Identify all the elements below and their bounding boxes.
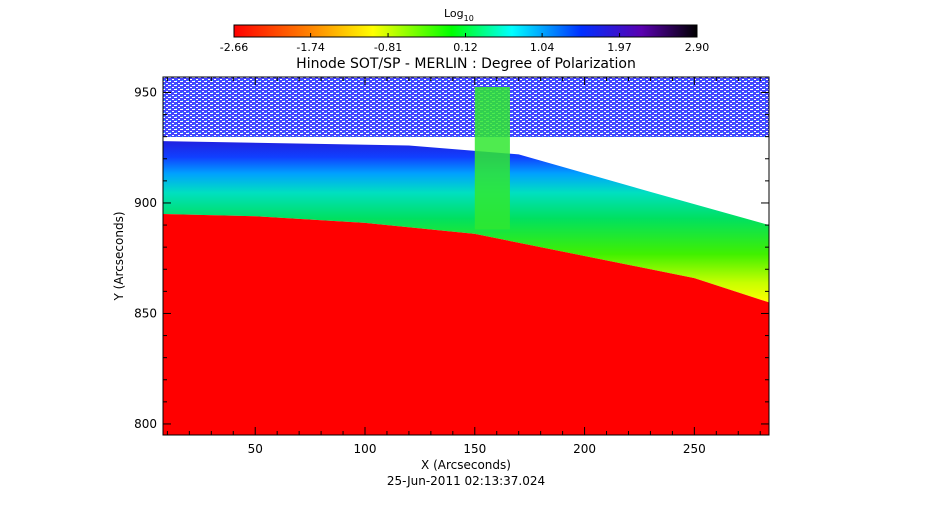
plot-frame [162, 76, 770, 436]
colorbar-tick-label: 2.90 [685, 41, 710, 54]
colorbar-tick-label: -0.81 [374, 41, 402, 54]
colorbar-ticks: -2.66 -1.74 -0.81 0.12 1.04 1.97 2.90 [220, 33, 709, 54]
x-tick-label: 250 [683, 442, 706, 456]
x-tick-label: 200 [573, 442, 596, 456]
y-tick-label: 900 [134, 196, 157, 210]
colorbar-tick-label: 1.04 [530, 41, 555, 54]
x-axis-ticks: 50 100 150 200 250 [166, 77, 761, 456]
heatmap-image [163, 77, 769, 435]
x-tick-label: 150 [463, 442, 486, 456]
solar-disk-region [163, 214, 769, 435]
colorbar-tick-label: 0.12 [453, 41, 478, 54]
x-tick-label: 100 [354, 442, 377, 456]
colorbar-tick-label: -1.74 [296, 41, 324, 54]
y-axis-ticks: 800 850 900 950 [134, 85, 769, 431]
colorbar-tick-label: -2.66 [220, 41, 248, 54]
timestamp: 25-Jun-2011 02:13:37.024 [387, 474, 545, 488]
x-tick-label: 50 [248, 442, 263, 456]
colorbar-label: Log10 [444, 7, 474, 23]
y-tick-label: 950 [134, 85, 157, 99]
y-axis-label: Y (Arcseconds) [112, 211, 126, 301]
colorbar-tick-label: 1.97 [607, 41, 632, 54]
x-axis-label: X (Arcseconds) [421, 458, 511, 472]
y-tick-label: 850 [134, 306, 157, 320]
vertical-feature [474, 87, 510, 230]
chart-title: Hinode SOT/SP - MERLIN : Degree of Polar… [296, 56, 636, 72]
atmosphere-region [163, 141, 769, 303]
y-tick-label: 800 [134, 417, 157, 431]
